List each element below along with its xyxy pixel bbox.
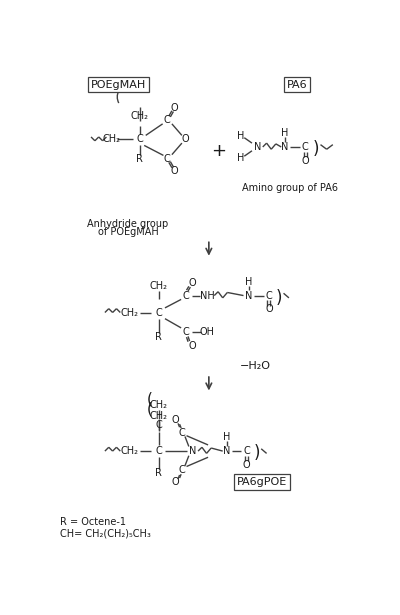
- Text: H: H: [237, 153, 244, 163]
- Text: H: H: [245, 277, 252, 287]
- Text: R: R: [136, 154, 143, 164]
- Text: H: H: [237, 131, 244, 141]
- Text: PA6gPOE: PA6gPOE: [237, 477, 287, 487]
- Text: PA6: PA6: [287, 79, 308, 90]
- Text: CH₂: CH₂: [150, 280, 168, 290]
- Text: O: O: [301, 156, 309, 166]
- Text: N: N: [254, 142, 261, 152]
- Text: CH₂: CH₂: [102, 134, 120, 145]
- Text: O: O: [182, 134, 190, 145]
- Text: CH₂: CH₂: [120, 446, 138, 456]
- Text: OH: OH: [200, 327, 215, 337]
- Text: H: H: [281, 128, 289, 138]
- Text: O: O: [172, 415, 180, 426]
- Text: O: O: [170, 166, 178, 176]
- Text: ): ): [313, 140, 319, 158]
- Text: N: N: [245, 290, 252, 301]
- Text: (: (: [147, 391, 152, 407]
- Text: CH= CH₂(CH₂)₅CH₃: CH= CH₂(CH₂)₅CH₃: [60, 528, 151, 539]
- Text: O: O: [188, 341, 196, 351]
- Text: +: +: [211, 142, 226, 160]
- Text: Amino group of PA6: Amino group of PA6: [242, 183, 338, 192]
- Text: R: R: [155, 332, 162, 342]
- Text: ): ): [276, 289, 282, 307]
- Text: ): ): [253, 445, 260, 462]
- Text: O: O: [243, 460, 250, 470]
- Text: −H₂O: −H₂O: [240, 362, 270, 371]
- Text: C: C: [163, 154, 170, 164]
- Text: CH₂: CH₂: [130, 111, 148, 121]
- Text: O: O: [265, 304, 273, 314]
- Text: of POEgMAH: of POEgMAH: [98, 228, 158, 237]
- Text: O: O: [172, 477, 180, 487]
- Text: C: C: [178, 427, 185, 438]
- Text: C: C: [182, 290, 189, 301]
- Text: O: O: [170, 103, 178, 113]
- Text: C: C: [156, 308, 162, 317]
- Text: C: C: [182, 327, 189, 337]
- Text: C: C: [156, 446, 162, 456]
- Text: N: N: [281, 142, 289, 152]
- Text: N: N: [189, 446, 196, 456]
- Text: NH: NH: [200, 290, 215, 301]
- Text: CH₂: CH₂: [120, 308, 138, 317]
- Text: R: R: [155, 467, 162, 478]
- Text: C: C: [302, 142, 308, 152]
- Text: CH₂: CH₂: [150, 400, 168, 410]
- Text: C: C: [266, 290, 272, 301]
- Text: O: O: [188, 278, 196, 288]
- Text: C: C: [243, 446, 250, 456]
- Text: R = Octene-1: R = Octene-1: [60, 517, 126, 527]
- Text: C: C: [163, 115, 170, 125]
- Text: C: C: [178, 464, 185, 475]
- Text: H: H: [223, 432, 230, 442]
- Text: N: N: [223, 446, 230, 456]
- Text: Anhydride group: Anhydride group: [87, 219, 169, 229]
- Text: CH₂: CH₂: [150, 411, 168, 421]
- Text: POEgMAH: POEgMAH: [91, 79, 146, 90]
- Text: C: C: [156, 420, 162, 430]
- Text: C: C: [136, 134, 143, 145]
- Text: (: (: [147, 401, 152, 416]
